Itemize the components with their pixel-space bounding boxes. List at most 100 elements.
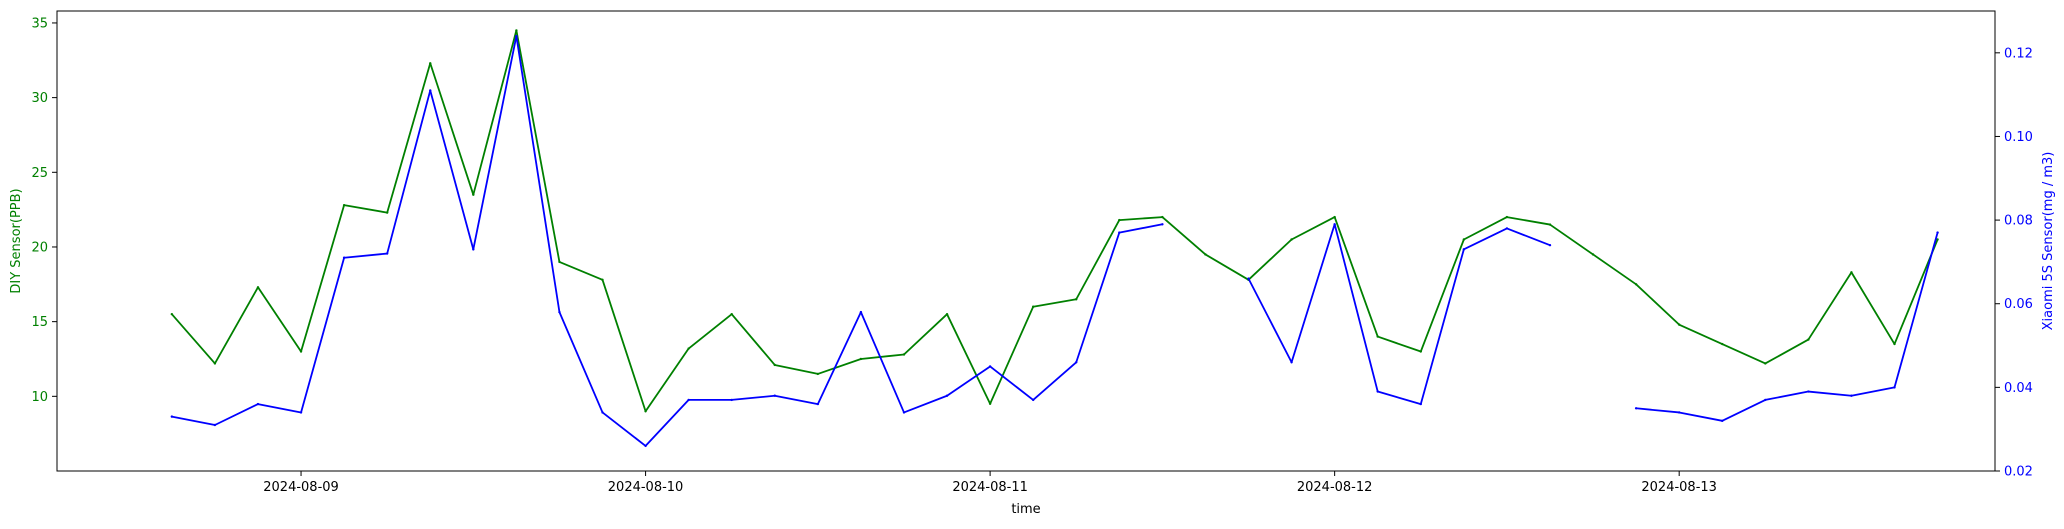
series-segment (601, 411, 647, 447)
series-point (1634, 283, 1638, 286)
series-segment (1247, 238, 1293, 281)
xiaomi-series-line (170, 34, 1939, 448)
series-segment (860, 353, 905, 360)
series-point (342, 256, 346, 259)
series-point (859, 357, 863, 361)
series-segment (816, 358, 862, 375)
series-point (558, 260, 561, 264)
y-axis-left-label: DIY Sensor(PPB) (9, 188, 24, 293)
series-point (1376, 335, 1379, 338)
series-point (170, 415, 174, 418)
y-right-tick-label: 0.10 (2004, 130, 2033, 145)
series-point (1376, 390, 1379, 393)
series-point (385, 211, 389, 214)
series-point (902, 411, 906, 414)
series-point (1807, 390, 1810, 393)
series-segment (860, 311, 905, 414)
y-left-tick-label: 25 (31, 166, 48, 181)
series-point (601, 411, 604, 414)
series-point (429, 89, 432, 92)
series-point (1850, 394, 1853, 397)
series-segment (1893, 231, 1939, 389)
series-point (601, 278, 604, 282)
series-segment (989, 305, 1035, 405)
series-segment (558, 311, 604, 414)
series-segment (1376, 335, 1422, 353)
series-point (1721, 419, 1724, 423)
series-segment (1592, 253, 1638, 286)
series-segment (214, 403, 259, 426)
series-segment (1549, 223, 1594, 256)
series-segment (1419, 248, 1465, 405)
series-segment (816, 311, 862, 405)
series-segment (300, 204, 346, 353)
series-point (1247, 277, 1250, 280)
y-axis-left: 10 15 20 25 30 35 (31, 16, 57, 405)
series-segment (429, 62, 475, 196)
series-point (816, 402, 820, 406)
series-point (902, 353, 906, 356)
series-layer (170, 29, 1939, 448)
series-segment (730, 313, 776, 366)
series-segment (1678, 323, 1724, 345)
series-segment (903, 313, 948, 356)
series-segment (1419, 238, 1465, 353)
series-segment (429, 89, 475, 251)
series-point (515, 34, 518, 38)
series-segment (1635, 407, 1681, 414)
y-right-tick-label: 0.12 (2004, 46, 2033, 61)
series-segment (946, 313, 992, 405)
y-right-tick-label: 0.02 (2004, 465, 2033, 480)
series-segment (1462, 227, 1508, 251)
x-tick-label: 2024-08-13 (1641, 480, 1717, 495)
y-left-tick-label: 35 (31, 16, 48, 31)
series-segment (1032, 298, 1078, 308)
series-point (1936, 231, 1939, 234)
series-point (1548, 243, 1552, 247)
series-segment (386, 89, 432, 255)
series-segment (257, 286, 302, 353)
series-segment (1721, 343, 1767, 365)
series-segment (515, 29, 561, 263)
series-point (1290, 238, 1293, 241)
x-tick-label: 2024-08-10 (608, 480, 684, 495)
series-segment (773, 394, 819, 405)
series-point (1764, 362, 1767, 365)
y-right-tick-label: 0.04 (2004, 381, 2033, 396)
series-segment (644, 347, 690, 413)
y-right-tick-label: 0.06 (2004, 297, 2033, 312)
series-segment (1118, 216, 1164, 221)
series-point (1118, 231, 1121, 234)
series-segment (1764, 390, 1810, 401)
series-point (945, 394, 949, 397)
series-segment (1807, 271, 1853, 341)
series-segment (1075, 231, 1121, 364)
series-segment (1850, 271, 1896, 345)
series-point (1548, 223, 1552, 226)
series-segment (1764, 338, 1810, 365)
series-segment (946, 365, 992, 397)
series-point (1075, 361, 1078, 364)
series-point (256, 402, 260, 406)
series-point (1634, 407, 1638, 410)
series-point (1936, 238, 1939, 241)
series-point (1031, 305, 1035, 308)
series-point (1505, 227, 1509, 230)
diy-series-line (170, 29, 1939, 413)
series-segment (1290, 216, 1336, 241)
series-point (1893, 386, 1896, 389)
x-axis-label: time (1011, 502, 1040, 517)
series-segment (644, 399, 690, 447)
series-point (1462, 238, 1466, 241)
series-segment (903, 394, 948, 414)
x-axis: 2024-08-09 2024-08-10 2024-08-11 2024-08-12… (263, 471, 1717, 495)
series-segment (558, 261, 604, 281)
series-point (687, 347, 690, 350)
series-point (859, 310, 863, 314)
series-point (730, 312, 733, 316)
series-segment (214, 286, 259, 365)
y-axis-right-label: Xiaomi 5S Sensor(mg / m3) (2041, 152, 2056, 331)
series-point (1118, 218, 1121, 222)
series-point (472, 248, 475, 251)
